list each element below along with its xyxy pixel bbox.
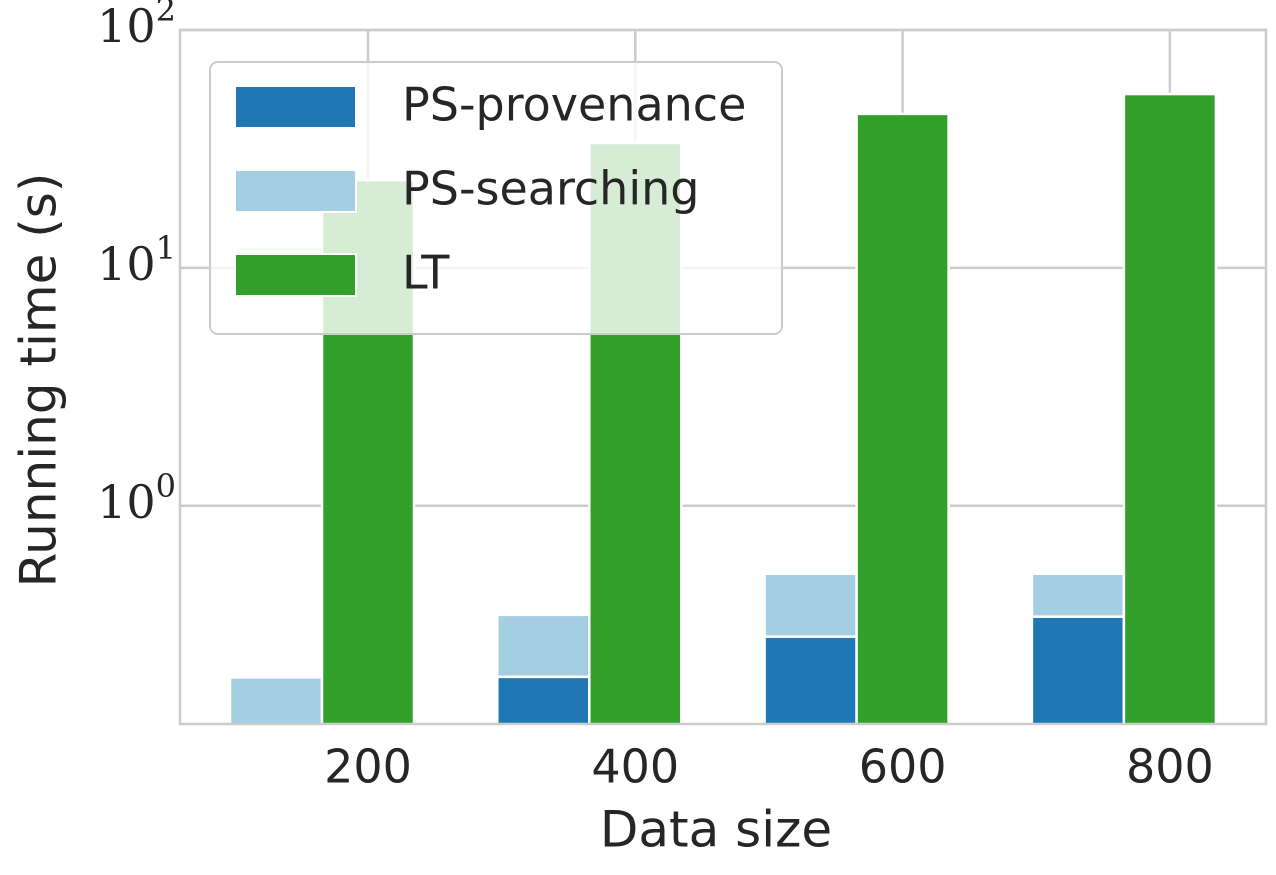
y-tick-label: 101: [97, 228, 176, 291]
bar: [1122, 92, 1218, 724]
x-tick-label: 200: [324, 740, 412, 794]
bar: [496, 675, 591, 724]
bar: [1030, 615, 1126, 724]
plot-frame: [178, 28, 1268, 726]
legend-swatch: [234, 253, 357, 297]
y-tick-label: 102: [97, 0, 176, 53]
legend-swatch: [234, 169, 357, 213]
legend-label: PS-searching: [402, 162, 699, 216]
x-tick-label: 800: [1126, 740, 1214, 794]
bar: [496, 613, 591, 679]
legend-label: PS-provenance: [402, 78, 746, 132]
x-tick-label: 600: [859, 740, 947, 794]
bar: [763, 572, 858, 638]
legend-label: LT: [402, 246, 450, 300]
bar: [228, 676, 324, 724]
x-tick-label: 400: [591, 740, 679, 794]
x-axis-title: Data size: [600, 801, 832, 859]
y-tick-label: 100: [97, 466, 176, 529]
bar: [763, 635, 858, 724]
bar: [230, 734, 322, 744]
y-axis-title: Running time (s): [10, 173, 68, 588]
legend-swatch: [234, 85, 357, 129]
bar: [1030, 572, 1126, 618]
bar: [855, 112, 950, 724]
